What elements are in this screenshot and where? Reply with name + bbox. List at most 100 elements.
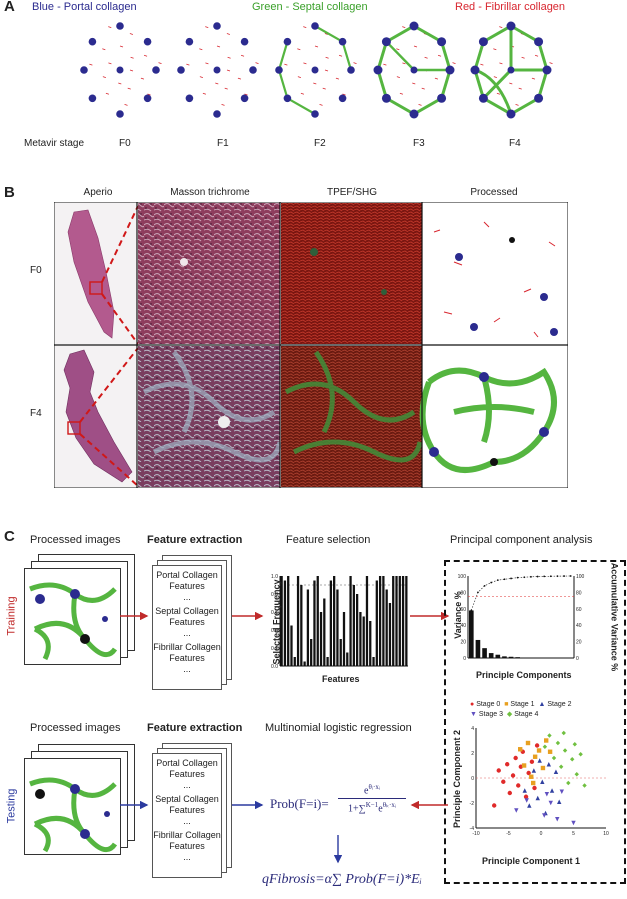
portal-node bbox=[542, 65, 552, 75]
legend-label-stage2: Stage 2 bbox=[547, 701, 572, 708]
legend-label-stage4: Stage 4 bbox=[514, 711, 539, 718]
processed-image-thumb bbox=[29, 777, 118, 853]
pca-y-tick: 40 bbox=[460, 623, 466, 629]
panel-c-letter: C bbox=[4, 528, 15, 545]
freq-bar bbox=[375, 580, 378, 666]
portal-node bbox=[116, 110, 124, 118]
freq-bar bbox=[287, 576, 290, 666]
pca-cumulative-point bbox=[516, 576, 519, 579]
scatter-point-stage-0 bbox=[496, 768, 501, 773]
freq-bar bbox=[388, 603, 392, 666]
pca-cumulative-point bbox=[510, 577, 512, 580]
pca-cumulative-point bbox=[490, 581, 493, 584]
freq-bar bbox=[280, 576, 283, 666]
fibrillar-fibre bbox=[237, 77, 242, 80]
portal-node bbox=[506, 109, 516, 119]
freq-ylabel: Selected Frequency bbox=[271, 579, 282, 665]
portal-node bbox=[249, 66, 257, 74]
portal-node bbox=[381, 37, 391, 47]
freq-bar bbox=[316, 576, 319, 666]
scatter-point-stage-4 bbox=[572, 742, 577, 747]
portal-node bbox=[534, 93, 544, 103]
scatter-y-tick: -2 bbox=[470, 801, 475, 807]
fibrillar-fibre bbox=[102, 76, 107, 79]
pca-bar bbox=[508, 656, 514, 658]
scatter-xlabel: Principle Component 1 bbox=[482, 856, 581, 866]
fibrillar-fibre bbox=[452, 62, 456, 65]
scatter-point-stage-1 bbox=[544, 738, 549, 743]
fibrillar-fibre bbox=[418, 103, 422, 106]
legend-marker-stage0: ● bbox=[470, 701, 475, 708]
legend-septal: Green - Septal collagen bbox=[252, 1, 368, 13]
processed-image-thumb bbox=[29, 582, 118, 661]
scatter-y-tick: 2 bbox=[471, 751, 474, 757]
fibrillar-fibre bbox=[531, 77, 536, 80]
scatter-point-stage-1 bbox=[518, 747, 523, 752]
fibrillar-fibre bbox=[244, 93, 248, 96]
portal-node bbox=[506, 21, 516, 31]
freq-y-tick: 0.2 bbox=[271, 646, 278, 652]
fibrillar-fibre bbox=[434, 77, 439, 80]
fibrillar-fibre bbox=[216, 45, 221, 48]
row-label-f0: F0 bbox=[30, 265, 42, 276]
portal-node-center bbox=[213, 66, 221, 74]
scatter-y-tick: 4 bbox=[471, 726, 474, 732]
pca-cumulative-point bbox=[477, 591, 479, 594]
pca-cumulative-line bbox=[470, 575, 571, 611]
scatter-point-stage-4 bbox=[570, 757, 575, 762]
freq-bar bbox=[355, 594, 359, 666]
scatter-point-stage-2 bbox=[553, 769, 559, 774]
fibrillar-fibre bbox=[205, 26, 209, 29]
freq-bar bbox=[352, 585, 355, 666]
fibrillar-fibre bbox=[421, 87, 425, 90]
testing-image-card-front bbox=[24, 758, 121, 855]
portal-node bbox=[116, 22, 124, 30]
pca-cumulative-point bbox=[543, 575, 546, 578]
freq-y-tick: 0.4 bbox=[271, 628, 278, 634]
pca-y-tick: 20 bbox=[460, 640, 466, 646]
feature-line: ... bbox=[183, 780, 191, 790]
fibrillar-fibre bbox=[402, 26, 406, 29]
scatter-point-stage-0 bbox=[492, 803, 497, 808]
freq-bar bbox=[329, 580, 333, 666]
portal-node bbox=[311, 110, 319, 118]
fibrillar-fibre bbox=[300, 92, 305, 95]
pca-left-ylabel: Variance % bbox=[452, 591, 463, 639]
freq-bar bbox=[313, 580, 316, 666]
feature-selection-chart: 0.0 0.2 0.4 0.6 0.8 1.0 bbox=[271, 574, 408, 670]
stage-label-f2: F2 bbox=[314, 138, 326, 149]
freq-bar bbox=[346, 652, 349, 666]
portal-node bbox=[437, 37, 447, 47]
scatter-point-stage-3 bbox=[548, 800, 553, 806]
scatter-point-stage-0 bbox=[516, 783, 521, 788]
bottom-header-extraction: Feature extraction bbox=[147, 722, 243, 734]
scatter-point-stage-0 bbox=[534, 743, 540, 748]
pca-right-ylabel: Accumulative Variance % bbox=[609, 562, 620, 672]
portal-node bbox=[177, 66, 185, 74]
portal-node bbox=[338, 37, 347, 46]
fibrillar-fibre bbox=[322, 87, 326, 90]
pca-cumulative-point bbox=[549, 575, 552, 578]
freq-bar bbox=[362, 616, 365, 666]
scatter-point-stage-1 bbox=[532, 754, 538, 759]
fibrillar-fibre bbox=[118, 82, 122, 85]
fibrillar-fibre bbox=[205, 62, 209, 65]
pca-cumulative-point bbox=[530, 575, 532, 578]
legend-marker-stage1: ■ bbox=[504, 701, 509, 708]
fibrillar-fibre bbox=[549, 62, 553, 65]
fibrillar-fibre bbox=[383, 63, 387, 66]
freq-bar bbox=[349, 576, 352, 666]
fibrillar-fibre bbox=[437, 54, 442, 57]
stage-diagram-f3 bbox=[373, 21, 456, 119]
scatter-x-tick: 0 bbox=[540, 831, 543, 837]
testing-feature-card: Portal Collagen Features ... Septal Coll… bbox=[152, 753, 222, 878]
scatter-point-stage-2 bbox=[557, 799, 562, 804]
fibrillar-fibre bbox=[338, 54, 343, 57]
col-header-processed: Processed bbox=[470, 187, 518, 198]
pca-y-tick: 80 bbox=[460, 590, 466, 596]
portal-node bbox=[409, 21, 419, 31]
feature-line: Septal Collagen bbox=[155, 606, 219, 616]
fraction-numerator: eθᵢ·xᵢ bbox=[338, 783, 406, 800]
fibrillar-fibre bbox=[335, 77, 340, 80]
portal-node bbox=[381, 93, 391, 103]
